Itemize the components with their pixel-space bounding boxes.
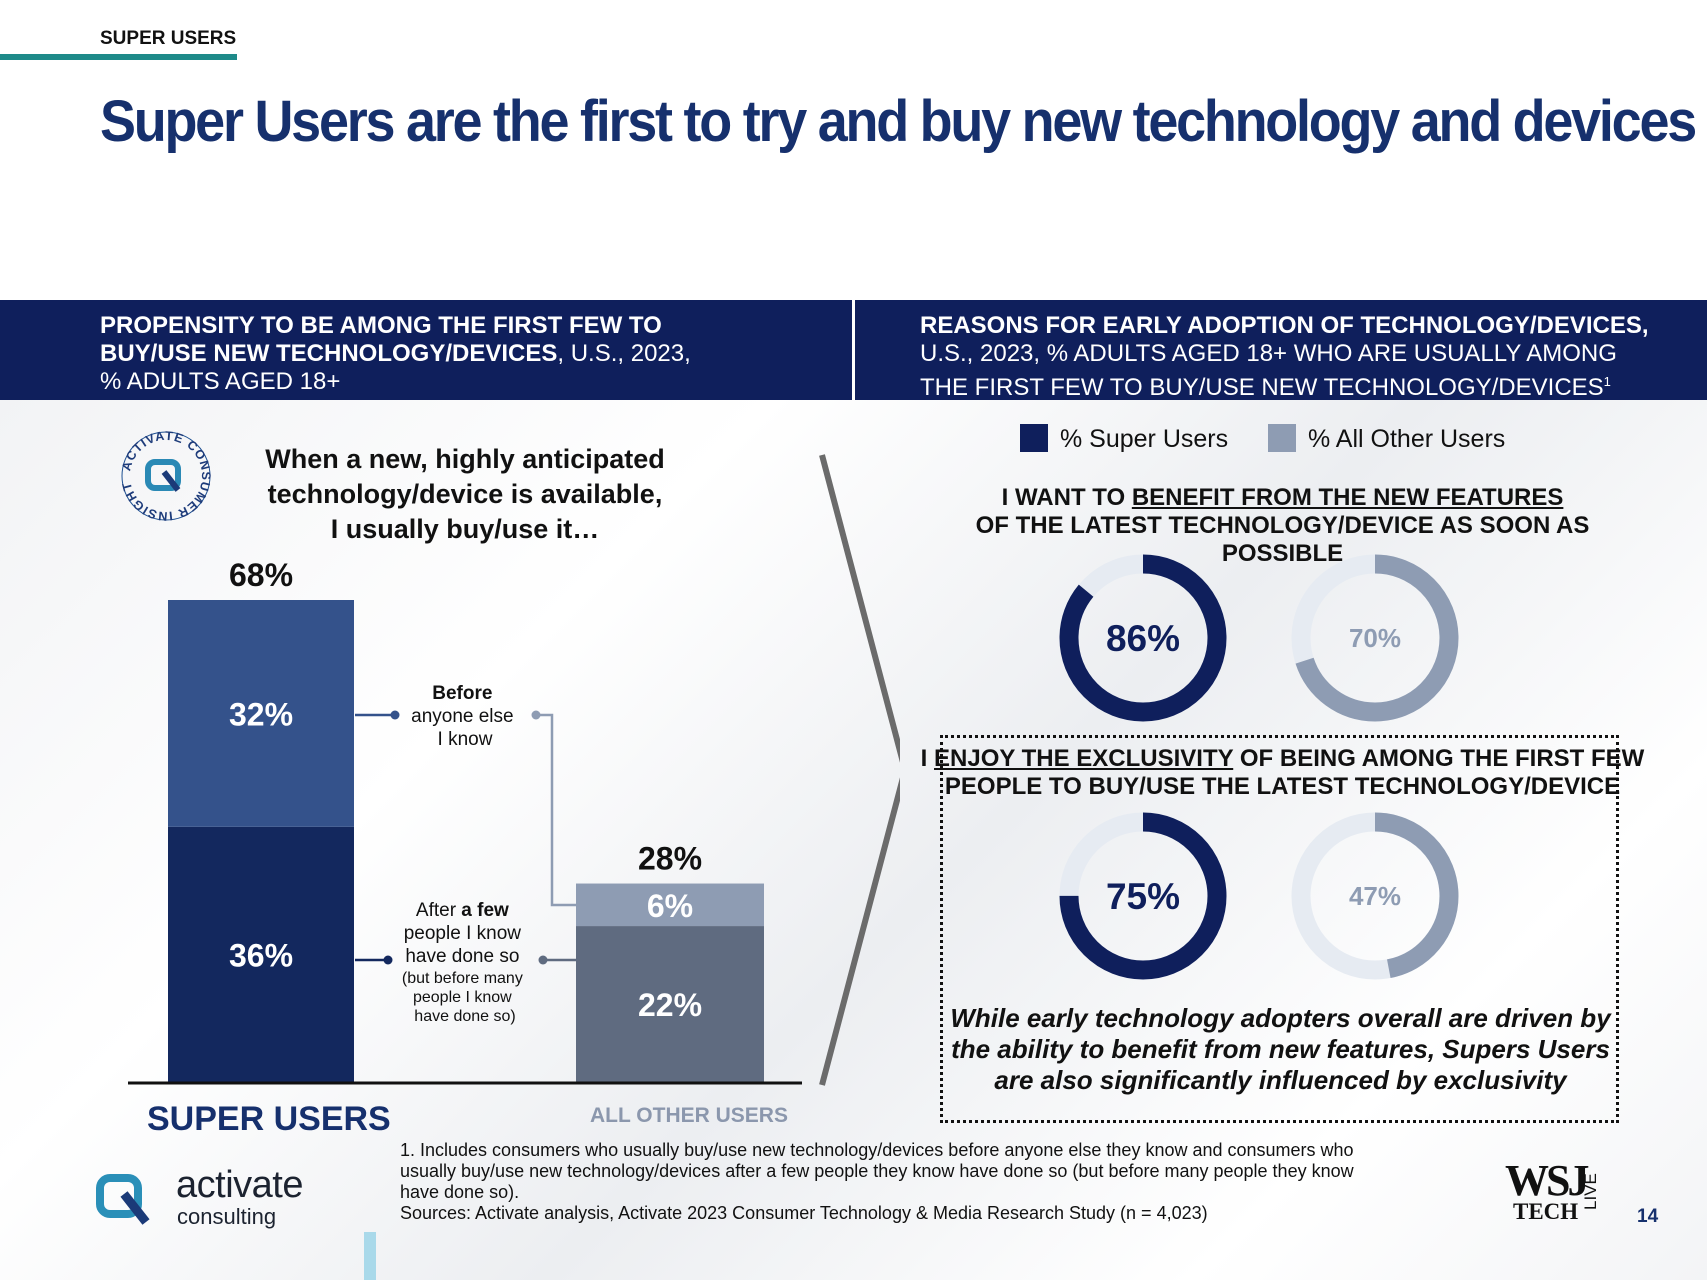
after-label-a: After [416,900,461,921]
exclusivity-donut-0-arc [1059,812,1227,980]
left-header-text: PROPENSITY TO BE AMONG THE FIRST FEW TO … [100,312,691,396]
donut-layer-exclusivity: 75% 47% [1059,812,1459,980]
after-label: After a few people I know have done so (… [402,900,528,1025]
legend-label-super: % Super Users [1060,425,1229,453]
bar-0-total-label: 68% [229,557,293,593]
donut-layer-benefit: 86% 70% [1059,554,1459,722]
stacked-bar-chart: 36% 32% 68% 22% 6% 28% Before anyone else I k… [128,454,900,1086]
question-line2: technology/device is available, [267,479,663,509]
before-label: Before anyone else I know [411,683,519,750]
bar-1-segment-1 [576,883,764,927]
wsj-live-text: LIVE [1581,1173,1600,1211]
section-underline [0,54,237,60]
note-line3: are also significantly influenced by exc… [994,1065,1567,1095]
before-label-line2: anyone else [411,706,513,727]
exclusivity-callout-box [940,735,1619,1123]
footnote: 1. Includes consumers who usually buy/us… [400,1140,1460,1224]
before-connector-dot-super [390,710,400,720]
section-tag: SUPER USERS [100,28,237,49]
left-header-line2-rest: , U.S., 2023, [557,340,691,367]
footnote-line1: 1. Includes consumers who usually buy/us… [400,1140,1354,1160]
bar-1-segment-0-label: 22% [638,987,702,1023]
donut-row-exclusivity: 75% 47% [1059,812,1459,980]
left-header-line3: % ADULTS AGED 18+ [100,368,341,395]
right-header-line3: THE FIRST FEW TO BUY/USE NEW TECHNOLOGY/… [920,374,1604,401]
after-connector-dot-other [538,955,548,965]
after-label-small3: have done so) [414,1008,515,1025]
statement-exclusivity: I ENJOY THE EXCLUSIVITY OF BEING AMONG T… [920,745,1645,801]
bar-1-total-label: 28% [638,841,702,877]
wsj-text: WSJ [1505,1156,1590,1205]
legend-super-users: % Super Users [1020,424,1228,454]
benefit-donut-1-arc [1291,554,1459,722]
left-header-line1: PROPENSITY TO BE AMONG THE FIRST FEW TO [100,312,662,339]
exclusivity-donut-1-arc [1291,812,1459,980]
category-label-super-users: SUPER USERS [147,1100,391,1138]
after-connector-dot-super [383,955,393,965]
benefit-donut-0-arc [1059,554,1227,722]
statement2-pre: I [920,745,935,772]
exclusivity-donut-0-label: 75% [1106,876,1180,917]
footnote-line2: usually buy/use new technology/devices a… [400,1161,1354,1181]
bar-0-segment-1 [168,600,354,827]
statement1-line2: OF THE LATEST TECHNOLOGY/DEVICE AS SOON … [975,512,1590,567]
donut-row-benefit: 86% 70% [1059,554,1459,722]
statement2-underlined: ENJOY THE EXCLUSIVITY [934,745,1234,772]
chevron-separator-icon [819,454,900,1086]
before-connector-other [536,713,576,907]
legend-label-other: % All Other Users [1308,425,1506,453]
before-label-line3: I know [438,729,493,750]
left-header-bar: PROPENSITY TO BE AMONG THE FIRST FEW TO … [0,300,852,400]
activate-logo-icon [96,1174,150,1225]
bar-0-segment-1-label: 32% [229,696,293,732]
accent-bar [364,1232,376,1280]
exclusivity-donut-1-label: 47% [1349,881,1401,911]
page-title: Super Users are the first to try and buy… [100,89,1697,154]
after-label-line2: people I know [404,923,522,944]
bar-0-segment-0-label: 36% [229,937,293,973]
statement1-underlined: BENEFIT FROM THE NEW FEATURES [1131,484,1564,511]
statement2-post: OF BEING AMONG THE FIRST FEW [1233,745,1645,772]
question-line3: I usually buy/use it… [330,514,600,544]
right-header-line1: REASONS FOR EARLY ADOPTION OF TECHNOLOGY… [920,312,1649,339]
after-label-small1: (but before many [402,970,523,987]
before-connector-dot-other [531,710,541,720]
left-header-line2: BUY/USE NEW TECHNOLOGY/DEVICES [100,340,558,367]
legend-swatch-other [1268,424,1296,452]
statement-benefit: I WANT TO BENEFIT FROM THE NEW FEATURES … [920,484,1645,568]
before-label-bold: Before [432,683,492,704]
note-line2: the ability to benefit from new features… [951,1034,1610,1064]
note-line1: While early technology adopters overall … [950,1003,1611,1033]
benefit-donut-0-label: 86% [1106,618,1180,659]
bar-layer: 36% 32% 68% 22% 6% 28% [168,557,764,1082]
wsj-tech-text: TECH [1513,1199,1579,1224]
right-header-text: REASONS FOR EARLY ADOPTION OF TECHNOLOGY… [920,312,1649,402]
after-label-line3: have done so [405,946,519,967]
bar-1-segment-1-label: 6% [647,888,693,924]
after-label-small2: people I know [413,989,512,1006]
legend-other-users: % All Other Users [1268,424,1505,454]
legend-swatch-super [1020,424,1048,452]
statement2-line2: PEOPLE TO BUY/USE THE LATEST TECHNOLOGY/… [944,773,1621,800]
logo-consulting-text: consulting [177,1204,277,1229]
consumer-insight-badge-icon: ACTIVATE CONSUMER INSIGHT [119,429,212,523]
statement1-pre: I WANT TO [1001,484,1132,511]
question-line1: When a new, highly anticipated [265,444,665,474]
benefit-donut-1-label: 70% [1349,623,1401,653]
category-label-all-other-users: ALL OTHER USERS [590,1104,788,1127]
bar-0-segment-0 [168,826,354,1082]
bar-1-segment-0 [576,926,764,1082]
takeaway-note: While early technology adopters overall … [948,1003,1613,1096]
page-number: 14 [1637,1206,1659,1227]
footnote-sources: Sources: Activate analysis, Activate 202… [400,1203,1208,1223]
right-header-footnote-mark: 1 [1603,374,1611,389]
right-header-line2: U.S., 2023, % ADULTS AGED 18+ WHO ARE US… [920,340,1617,367]
footnote-line3: have done so). [400,1182,520,1202]
chart-question: When a new, highly anticipated technolog… [240,442,690,547]
right-header-bar: REASONS FOR EARLY ADOPTION OF TECHNOLOGY… [855,300,1707,402]
logo-activate-text: activate [176,1164,303,1206]
after-label-bold: a few [461,900,509,921]
